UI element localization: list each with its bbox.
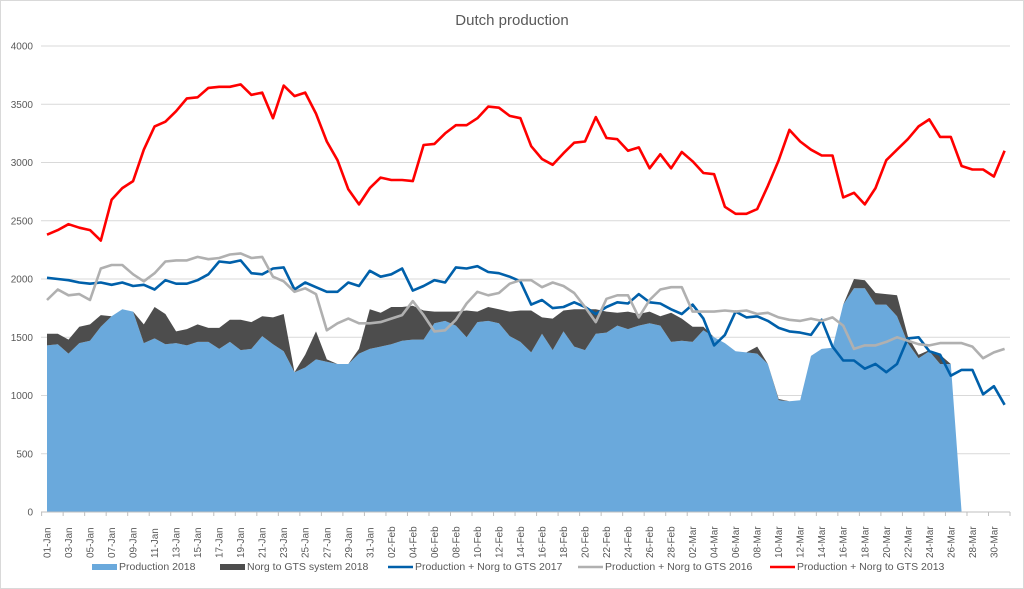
x-tick-label: 28-Feb [667,526,678,558]
x-tick-label: 29-Jan [344,527,355,558]
legend-item: Norg to GTS system 2018 [220,561,369,573]
x-tick-label: 04-Feb [408,526,419,558]
x-tick-label: 12-Feb [494,526,505,558]
x-tick-label: 14-Feb [516,526,527,558]
line-series [46,83,1006,406]
legend-swatch [220,564,245,570]
y-tick-label: 0 [27,508,33,519]
legend-swatch [92,564,117,570]
line-production-norg-to-gts-2016 [46,252,1006,360]
y-tick-label: 2500 [11,216,34,227]
x-tick-label: 06-Mar [731,526,742,558]
x-tick-label: 23-Jan [279,527,290,558]
x-tick-label: 13-Jan [172,527,183,558]
legend-label: Production + Norg to GTS 2017 [415,561,563,573]
line-production-norg-to-gts-2017 [46,259,1006,406]
x-tick-label: 02-Mar [688,526,699,558]
y-axis-tick-labels: 0 500 1000 1500 2000 2500 3000 3500 4000 [11,42,34,519]
y-tick-label: 4000 [11,42,34,53]
x-tick-label: 09-Jan [129,527,140,558]
x-tick-label: 26-Feb [645,526,656,558]
legend-item: Production 2018 [92,561,196,573]
x-tick-label: 26-Mar [946,526,957,558]
x-tick-label: 06-Feb [430,526,441,558]
x-tick-label: 25-Jan [301,527,312,558]
x-tick-label: 28-Mar [968,526,979,558]
x-tick-label: 04-Mar [710,526,721,558]
x-tick-label: 10-Mar [774,526,785,558]
x-tick-label: 24-Mar [925,526,936,558]
y-tick-label: 3500 [11,100,34,111]
y-tick-label: 500 [16,449,33,460]
x-axis: 01-Jan 03-Jan 05-Jan 07-Jan 09-Jan 11-Jan 13-J… [41,511,1011,558]
x-tick-label: 03-Jan [64,527,75,558]
x-tick-label: 19-Jan [236,527,247,558]
x-tick-label: 10-Feb [473,526,484,558]
x-tick-label: 27-Jan [322,527,333,558]
legend-item: Production + Norg to GTS 2017 [388,561,563,573]
x-tick-label: 16-Feb [538,526,549,558]
x-tick-label: 17-Jan [215,527,226,558]
x-tick-label: 02-Feb [387,526,398,558]
x-tick-label: 18-Feb [559,526,570,558]
area-production-2018 [47,288,962,512]
y-tick-label: 1000 [11,391,34,402]
legend: Production 2018 Norg to GTS system 2018 Pr… [92,561,945,573]
x-tick-label: 24-Feb [624,526,635,558]
legend-label: Norg to GTS system 2018 [247,561,369,573]
x-tick-label: 05-Jan [86,527,97,558]
x-tick-label: 12-Mar [796,526,807,558]
legend-label: Production + Norg to GTS 2016 [605,561,753,573]
x-tick-label: 01-Jan [43,527,54,558]
legend-label: Production + Norg to GTS 2013 [797,561,945,573]
x-tick-label: 16-Mar [839,526,850,558]
area-norg-to-gts-system-2018 [47,279,962,512]
x-tick-label: 14-Mar [817,526,828,558]
x-tick-label: 30-Mar [989,526,1000,558]
x-tick-label: 20-Feb [581,526,592,558]
y-tick-label: 3000 [11,158,34,169]
x-tick-label: 07-Jan [107,527,118,558]
chart-title: Dutch production [455,12,568,29]
legend-item: Production + Norg to GTS 2013 [770,561,945,573]
line-production-norg-to-gts-2013 [46,83,1006,242]
x-tick-label: 31-Jan [365,527,376,558]
x-tick-label: 15-Jan [193,527,204,558]
x-tick-label: 22-Mar [903,526,914,558]
x-tick-label: 18-Mar [860,526,871,558]
x-tick-label: 20-Mar [882,526,893,558]
x-tick-label: 11-Jan [150,528,161,558]
legend-item: Production + Norg to GTS 2016 [578,561,753,573]
y-tick-label: 1500 [11,333,34,344]
legend-label: Production 2018 [119,561,196,573]
area-series [47,279,962,512]
y-tick-label: 2000 [11,275,34,286]
x-tick-label: 22-Feb [602,526,613,558]
x-tick-label: 21-Jan [258,527,269,558]
x-tick-label: 08-Feb [451,526,462,558]
x-tick-label: 08-Mar [753,526,764,558]
